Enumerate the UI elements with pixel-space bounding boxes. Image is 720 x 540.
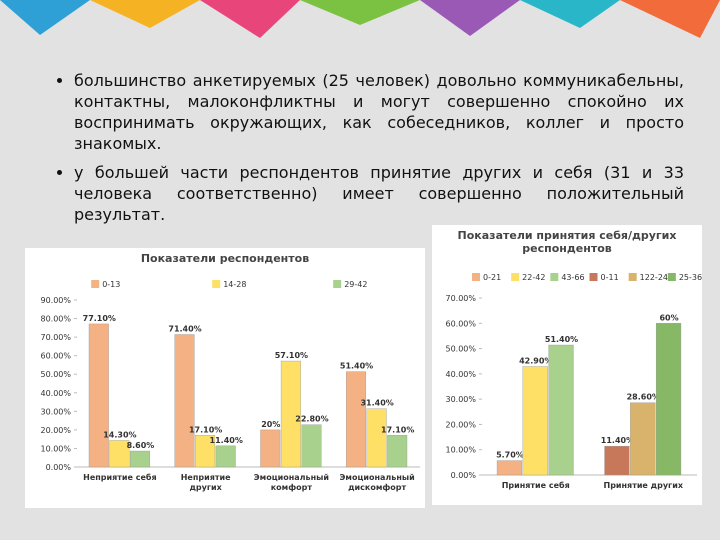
value-label: 42.90% xyxy=(519,357,552,366)
bar xyxy=(496,460,523,476)
value-label: 22.80% xyxy=(295,415,328,424)
bar xyxy=(280,360,301,468)
bar xyxy=(655,323,682,476)
y-tick-label: 70.00% xyxy=(445,294,476,303)
value-label: 51.40% xyxy=(545,335,578,344)
value-label: 71.40% xyxy=(168,325,201,334)
chart-title: Показатели респондентов xyxy=(140,252,310,265)
bar xyxy=(215,445,236,468)
legend-label: 43-66 xyxy=(561,273,584,282)
y-tick-label: 0.00% xyxy=(46,463,72,472)
bar xyxy=(548,344,574,476)
legend-label: 14-28 xyxy=(223,280,246,289)
x-tick-label: Эмоциональный дискомфорт xyxy=(339,473,415,492)
decoration xyxy=(0,0,720,38)
x-tick-label: Неприятие других xyxy=(180,473,231,492)
y-tick-label: 20.00% xyxy=(445,420,476,429)
y-tick-label: 50.00% xyxy=(445,345,476,354)
value-label: 11.40% xyxy=(210,436,243,445)
y-tick-label: 60.00% xyxy=(40,352,71,361)
bar xyxy=(88,323,109,468)
bar xyxy=(630,402,656,476)
legend-label: 0-11 xyxy=(601,273,619,282)
legend-label: 29-42 xyxy=(344,280,367,289)
y-tick-label: 40.00% xyxy=(40,389,71,398)
value-label: 60% xyxy=(659,313,678,322)
legend-swatch xyxy=(589,273,598,281)
legend-swatch xyxy=(472,273,480,281)
value-label: 8.60% xyxy=(127,441,155,450)
legend-label: 0-21 xyxy=(483,273,501,282)
bar xyxy=(174,334,195,468)
bar xyxy=(195,435,216,468)
legend-swatch xyxy=(333,280,342,288)
x-tick-label: Принятие других xyxy=(603,481,684,490)
y-tick-label: 60.00% xyxy=(445,319,476,328)
x-tick-label: Эмоциональный комфорт xyxy=(253,473,329,492)
bar xyxy=(604,445,630,476)
chart-panel: 0.00% 10.00% 20.00% 30.00% 40.00% 50.00% 60.00… xyxy=(25,248,425,508)
bullet: большинство анкетируемых (25 человек) до… xyxy=(74,70,684,154)
y-tick-label: 0.00% xyxy=(451,471,477,480)
bullet-list: большинство анкетируемых (25 человек) до… xyxy=(48,70,684,233)
y-tick-label: 30.00% xyxy=(445,395,476,404)
bar xyxy=(301,424,322,468)
x-tick-label: Неприятие себя xyxy=(83,473,157,482)
legend-swatch xyxy=(511,273,520,281)
legend-label: 22-42 xyxy=(522,273,545,282)
value-label: 51.40% xyxy=(340,362,373,371)
legend-label: 0-13 xyxy=(102,280,120,289)
y-tick-label: 20.00% xyxy=(40,426,71,435)
y-tick-label: 10.00% xyxy=(445,446,476,455)
legend-swatch xyxy=(550,273,559,281)
y-tick-label: 10.00% xyxy=(40,444,71,453)
legend-swatch xyxy=(212,280,221,288)
value-label: 5.70% xyxy=(496,451,524,460)
legend-swatch xyxy=(91,280,100,288)
y-tick-label: 80.00% xyxy=(40,315,71,324)
value-label: 77.10% xyxy=(83,314,116,323)
chart-title: Показатели принятия себя/других респонде… xyxy=(457,229,677,255)
bar xyxy=(129,450,150,468)
bar xyxy=(346,371,367,468)
bar xyxy=(260,429,281,468)
value-label: 20% xyxy=(261,420,280,429)
y-tick-label: 40.00% xyxy=(445,370,476,379)
x-tick-label: Принятие себя xyxy=(501,481,570,490)
chart: 0.00% 10.00% 20.00% 30.00% 40.00% 50.00% 60.00… xyxy=(445,273,702,480)
bar xyxy=(522,366,548,476)
value-label: 17.10% xyxy=(189,425,222,434)
legend-label: 25-36 xyxy=(679,273,702,282)
legend-swatch xyxy=(667,273,676,281)
legend-label: 122-24 xyxy=(640,273,668,282)
value-label: 57.10% xyxy=(275,351,308,360)
value-label: 31.40% xyxy=(360,399,393,408)
value-label: 11.40% xyxy=(601,436,634,445)
y-tick-label: 50.00% xyxy=(40,370,71,379)
y-tick-label: 90.00% xyxy=(40,296,71,305)
value-label: 14.30% xyxy=(103,430,136,439)
bullet: у большей части респондентов принятие др… xyxy=(74,162,684,225)
chart-panel: 0.00% 10.00% 20.00% 30.00% 40.00% 50.00% 60.00… xyxy=(432,225,702,505)
chart: 0.00% 10.00% 20.00% 30.00% 40.00% 50.00% 60.00… xyxy=(40,280,420,472)
value-label: 17.10% xyxy=(381,425,414,434)
bar xyxy=(387,435,408,468)
legend-swatch xyxy=(628,273,637,281)
value-label: 28.60% xyxy=(627,393,660,402)
y-tick-label: 30.00% xyxy=(40,407,71,416)
bar xyxy=(109,440,130,468)
bar xyxy=(366,408,387,468)
y-tick-label: 70.00% xyxy=(40,333,71,342)
